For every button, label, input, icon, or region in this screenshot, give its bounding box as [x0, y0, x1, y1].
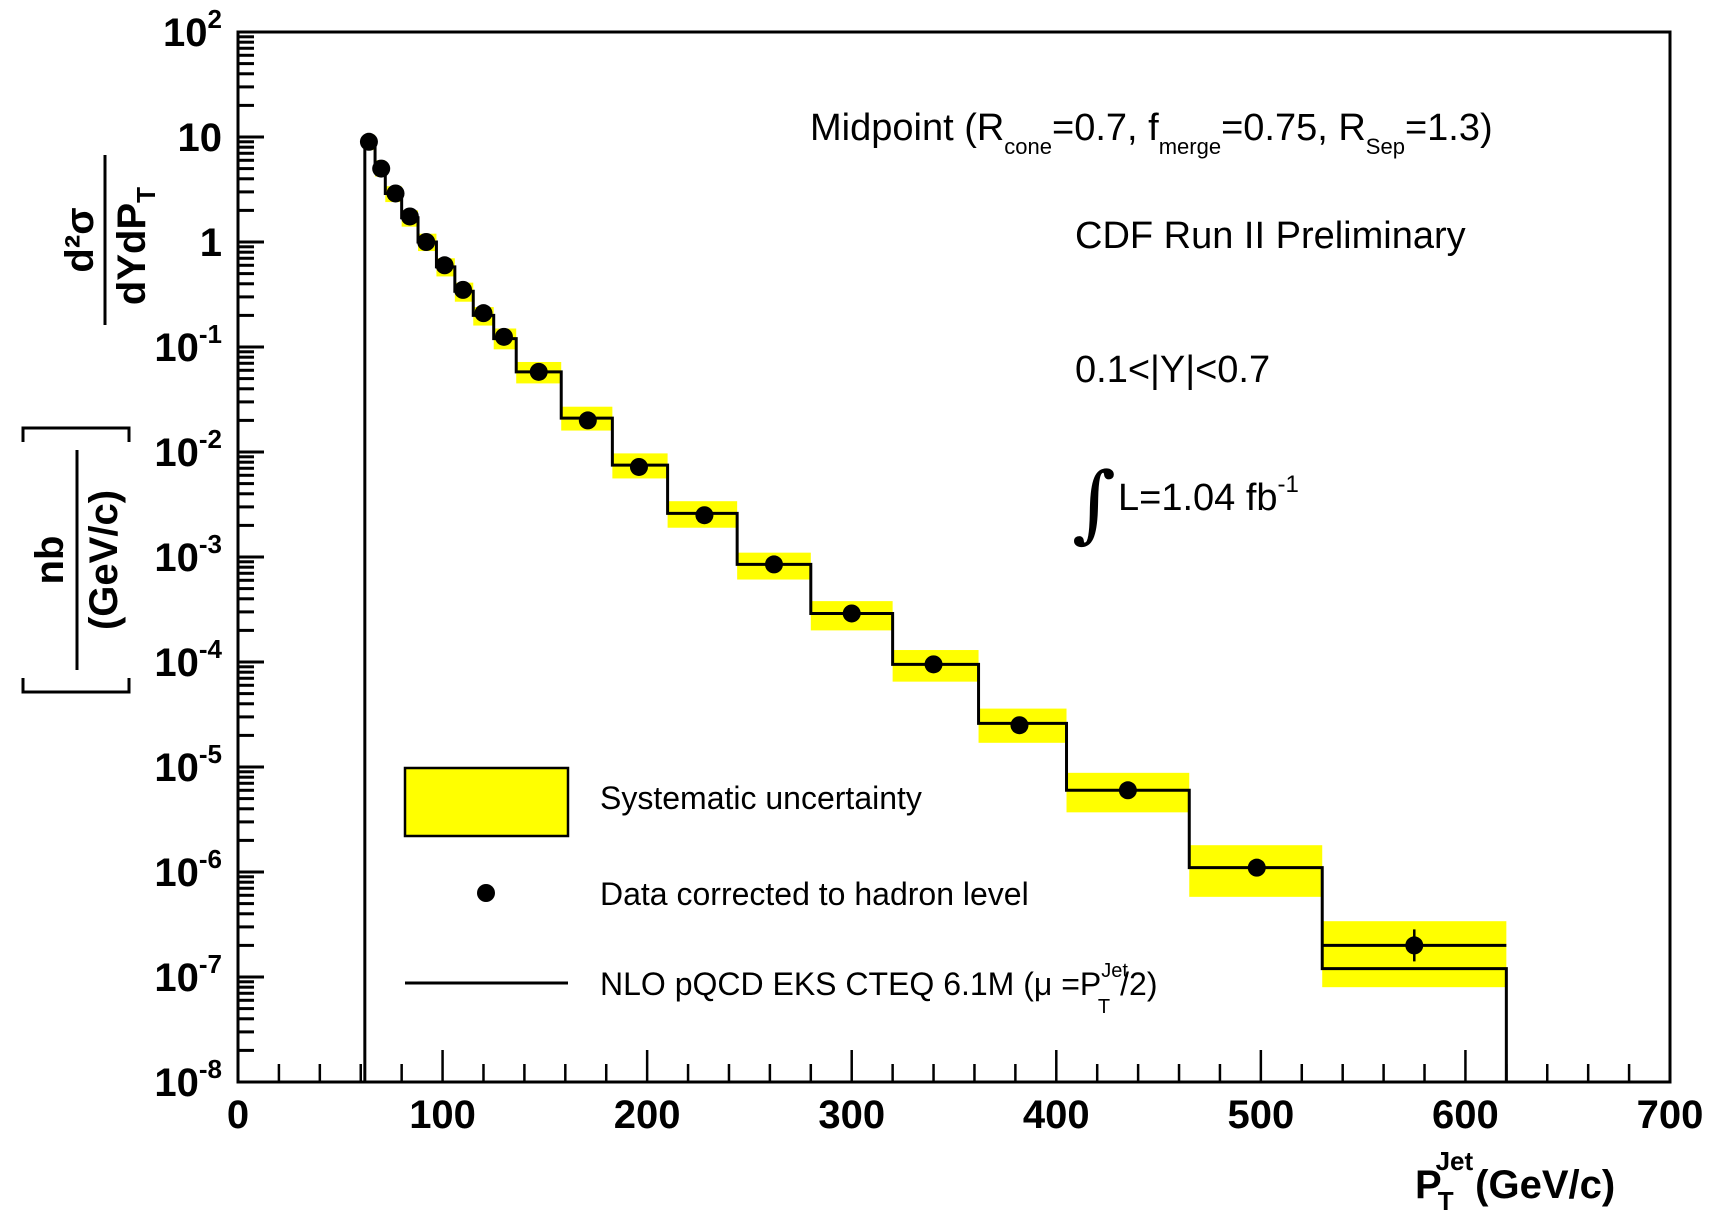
data-point-14	[842, 604, 861, 623]
data-point-0	[359, 132, 378, 151]
y-tick-label: 10-2	[154, 424, 222, 475]
data-point-9	[529, 362, 548, 381]
legend-systematic-label: Systematic uncertainty	[600, 780, 922, 816]
y-axis-unit-denominator: (GeV/c)	[82, 490, 126, 630]
x-tick-labels: 0 100 200 300 400 500 600 700	[227, 1093, 1704, 1137]
data-point-4	[417, 233, 436, 251]
data-point-3	[400, 207, 419, 226]
y-tick-labels: 102 10 1 10-1 10-2 10-3 10-4 10-5 10-6 10-7 10-8	[154, 4, 222, 1105]
rapidity-label: 0.1<|Y|<0.7	[1075, 349, 1270, 391]
data-point-12	[695, 506, 714, 525]
x-tick-label: 300	[818, 1093, 885, 1137]
data-point-15	[924, 655, 943, 674]
legend: Systematic uncertainty Data corrected to…	[403, 766, 1157, 1018]
data-point-17	[1118, 781, 1137, 800]
y-axis-numerator: d²σ	[58, 207, 102, 272]
y-tick-label: 10-7	[154, 949, 222, 1000]
y-axis-title: d²σ dYdPT	[58, 155, 161, 325]
y-axis-unit-numerator: nb	[28, 536, 72, 585]
x-axis-title: PTJet(GeV/c)	[1415, 1146, 1615, 1216]
experiment-label: CDF Run II Preliminary	[1075, 215, 1466, 257]
data-point-10	[578, 411, 597, 430]
data-point-2	[386, 184, 405, 203]
legend-systematic-swatch	[403, 766, 570, 838]
axis-ticks	[236, 35, 1672, 1084]
x-tick-label: 500	[1227, 1093, 1294, 1137]
x-tick-label: 700	[1637, 1093, 1704, 1137]
y-tick-label: 10-3	[154, 529, 222, 580]
x-tick-label: 600	[1432, 1093, 1499, 1137]
legend-nlo-label: NLO pQCD EKS CTEQ 6.1M (μ =PJet T/2)	[600, 960, 1157, 1018]
y-tick-label: 10-4	[154, 634, 222, 685]
data-point-16	[1010, 716, 1029, 735]
algorithm-annotation: Midpoint (Rcone=0.7, fmerge=0.75, RSep=1…	[810, 107, 1493, 159]
data-point-18	[1247, 858, 1266, 877]
y-tick-label: 10-1	[154, 319, 222, 370]
y-tick-label: 10-5	[154, 739, 222, 790]
y-axis-denominator: dYdPT	[110, 187, 161, 305]
x-tick-label: 0	[227, 1093, 249, 1137]
data-point-7	[474, 304, 493, 323]
y-tick-label: 10-8	[154, 1054, 222, 1105]
y-tick-label: 1	[200, 221, 222, 265]
legend-data-label: Data corrected to hadron level	[600, 876, 1029, 912]
x-tick-label: 400	[1023, 1093, 1090, 1137]
y-tick-label: 10-6	[154, 844, 222, 895]
data-point-1	[372, 159, 391, 178]
y-tick-label: 102	[163, 4, 222, 55]
y-axis-unit: nb (GeV/c)	[21, 426, 131, 694]
luminosity-label: L=1.04 fb-1	[1118, 471, 1299, 519]
data-point-13	[764, 555, 783, 574]
data-point-8	[494, 327, 513, 346]
plot-frame	[236, 30, 1672, 1084]
data-point-11	[629, 457, 648, 476]
data-point-6	[454, 280, 473, 299]
x-tick-label: 200	[614, 1093, 681, 1137]
data-point-5	[435, 256, 454, 275]
y-axis-unit-bracket	[21, 426, 131, 694]
legend-data-marker	[477, 884, 495, 902]
x-tick-label: 100	[409, 1093, 476, 1137]
y-tick-label: 10	[178, 116, 223, 160]
integral-sign: ∫	[1072, 454, 1116, 552]
data-points	[359, 132, 1424, 962]
